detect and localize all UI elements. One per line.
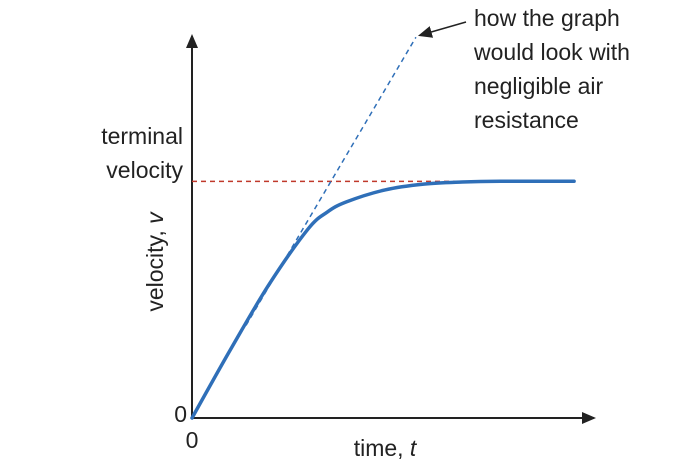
- velocity-curve: [190, 179, 576, 420]
- terminal-velocity-label-line-2: velocity: [106, 157, 183, 183]
- x-axis-label-variable: t: [410, 435, 418, 461]
- y-axis-label-text: velocity,: [142, 224, 168, 312]
- annotation-line-2: would look with: [473, 39, 630, 65]
- y-axis-label-variable: v: [142, 211, 168, 224]
- annotation-line-3: negligible air: [474, 73, 603, 99]
- y-axis-label: velocity, v: [142, 211, 168, 312]
- x-axis-label-text: time,: [354, 435, 410, 461]
- terminal-velocity-label-line-1: terminal: [101, 123, 183, 149]
- y-origin-label: 0: [174, 401, 187, 427]
- annotation-arrow: [417, 21, 467, 38]
- x-origin-label: 0: [186, 427, 199, 453]
- x-axis-label: time, t: [354, 435, 418, 461]
- annotation-line-1: how the graph: [474, 5, 620, 31]
- annotation-line-4: resistance: [474, 107, 579, 133]
